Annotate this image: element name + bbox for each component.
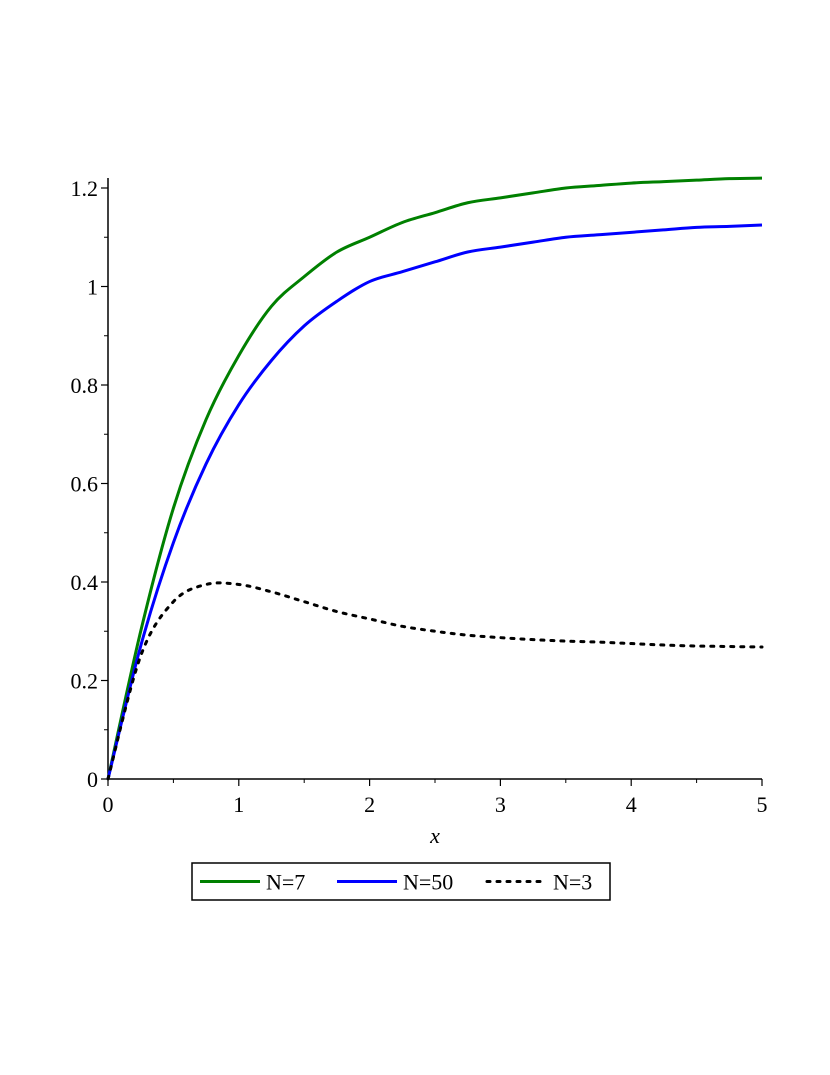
legend-label-n-3: N=3 bbox=[553, 870, 592, 895]
ticks bbox=[101, 187, 763, 786]
y-tick-label: 0.6 bbox=[71, 472, 99, 497]
legend-label-n-7: N=7 bbox=[266, 870, 305, 895]
x-tick-label: 3 bbox=[495, 792, 506, 817]
x-tick-label: 2 bbox=[364, 792, 375, 817]
x-tick-label: 0 bbox=[103, 792, 114, 817]
x-tick-label: 1 bbox=[233, 792, 244, 817]
y-tick-label: 1.2 bbox=[71, 176, 99, 201]
series-line-n-50 bbox=[106, 223, 763, 780]
y-tick-label: 0 bbox=[87, 767, 98, 792]
x-axis-title: x bbox=[429, 823, 440, 848]
legend-label-n-50: N=50 bbox=[403, 870, 453, 895]
y-tick-label: 0.2 bbox=[71, 669, 99, 694]
y-tick-label: 0.4 bbox=[71, 570, 99, 595]
y-tick-label: 0.8 bbox=[71, 373, 99, 398]
series-line-n-7 bbox=[106, 176, 763, 780]
tick-labels: 0 1 2 3 4 5 0 0.2 0.4 0.6 0.8 1 1.2 bbox=[71, 176, 768, 817]
series-lines bbox=[106, 176, 764, 781]
x-tick-label: 4 bbox=[626, 792, 637, 817]
series-line-n-3 bbox=[106, 581, 764, 781]
y-tick-label: 1 bbox=[87, 275, 98, 300]
axes bbox=[107, 178, 762, 780]
legend: N=7 N=50 N=3 bbox=[191, 862, 611, 901]
x-tick-label: 5 bbox=[757, 792, 768, 817]
